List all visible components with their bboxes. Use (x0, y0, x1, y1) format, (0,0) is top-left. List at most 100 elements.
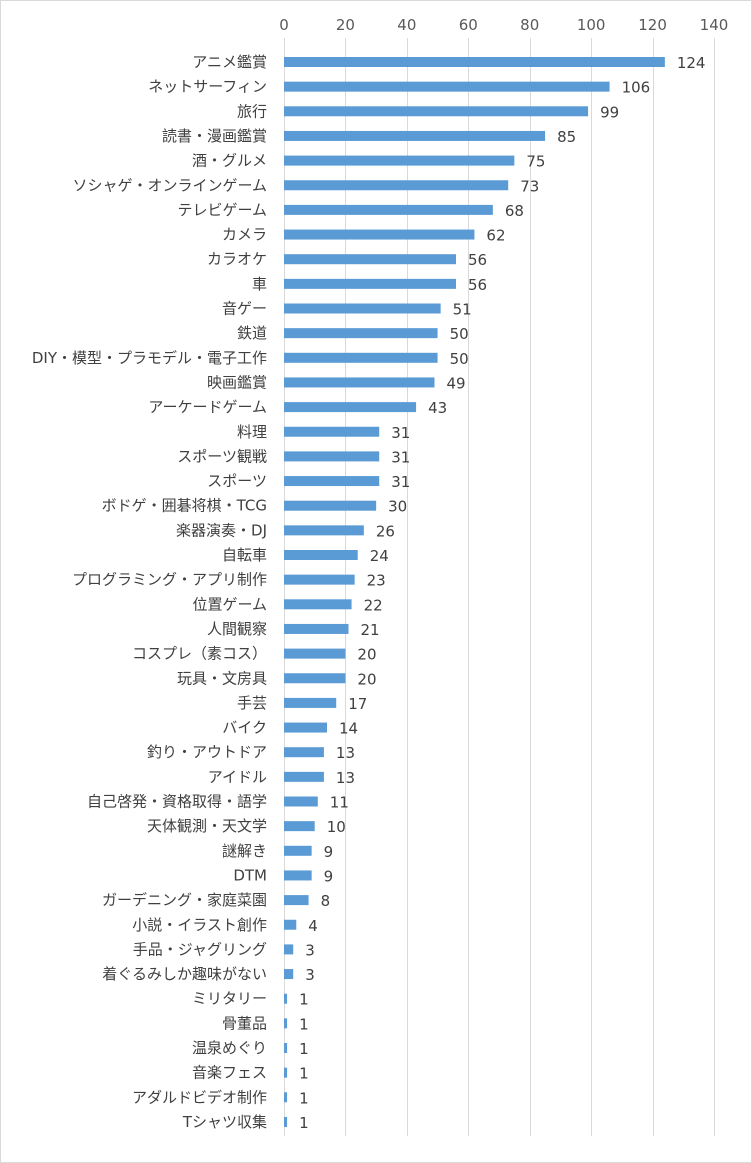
data-label: 1 (299, 1065, 309, 1083)
bar (284, 155, 515, 166)
category-label: アニメ鑑賞 (192, 53, 267, 71)
category-label: 天体観測・天文学 (147, 817, 267, 835)
data-label: 49 (447, 374, 466, 392)
category-label: 料理 (237, 423, 267, 441)
bar (284, 697, 337, 708)
data-label: 9 (324, 867, 334, 885)
data-label: 21 (361, 621, 380, 639)
category-label: ガーデニング・家庭菜園 (102, 891, 267, 909)
bars (284, 57, 665, 1127)
data-label: 56 (468, 251, 487, 269)
x-tick-label: 120 (638, 16, 667, 34)
category-label: コスプレ（素コス） (132, 645, 267, 663)
bar (284, 1116, 288, 1127)
bar (284, 574, 355, 585)
category-label: アダルドビデオ制作 (132, 1088, 267, 1106)
bar (284, 500, 377, 511)
category-label: カラオケ (207, 250, 267, 268)
category-label: 音ゲー (222, 300, 267, 318)
x-tick-label: 140 (700, 16, 729, 34)
data-label: 31 (391, 473, 410, 491)
category-label: 自転車 (222, 546, 267, 564)
category-label: 酒・グルメ (192, 152, 267, 170)
bar (284, 130, 546, 141)
category-label: 映画鑑賞 (207, 373, 267, 391)
bar (284, 870, 312, 881)
category-label: アイドル (208, 768, 267, 786)
data-label: 50 (450, 350, 469, 368)
data-label: 62 (486, 227, 505, 245)
bar (284, 402, 417, 413)
category-label: 手芸 (237, 694, 267, 712)
bar (284, 476, 380, 487)
bar (284, 919, 297, 930)
bar (284, 969, 294, 980)
category-label: ミリタリー (192, 990, 267, 1008)
category-label: テレビゲーム (177, 201, 267, 219)
data-label: 106 (622, 79, 651, 97)
bar (284, 845, 312, 856)
category-label: 車 (252, 275, 267, 293)
bar (284, 451, 380, 462)
data-label: 13 (336, 744, 355, 762)
data-label: 17 (348, 695, 367, 713)
data-labels: 1241069985757368625656515050494331313130… (299, 54, 705, 1132)
data-label: 1 (299, 991, 309, 1009)
x-tick-label: 100 (577, 16, 606, 34)
data-label: 99 (600, 103, 619, 121)
data-label: 75 (526, 153, 545, 171)
data-label: 51 (453, 301, 472, 319)
bar (284, 229, 475, 240)
bar (284, 722, 327, 733)
bar (284, 944, 294, 955)
data-label: 9 (324, 843, 334, 861)
category-label: DTM (233, 866, 267, 884)
data-label: 85 (557, 128, 576, 146)
data-label: 124 (677, 54, 706, 72)
category-label: DIY・模型・プラモデル・電子工作 (32, 349, 267, 367)
bar (284, 180, 509, 191)
bar (284, 328, 438, 339)
bar (284, 204, 493, 215)
data-label: 73 (520, 177, 539, 195)
bar (284, 623, 349, 634)
category-label: 旅行 (237, 102, 267, 120)
category-label: ソシャゲ・オンラインゲーム (72, 176, 267, 194)
data-label: 20 (357, 646, 376, 664)
bar (284, 426, 380, 437)
bar (284, 821, 315, 832)
data-label: 68 (505, 202, 524, 220)
bar (284, 377, 435, 388)
category-label: Tシャツ収集 (182, 1113, 267, 1131)
category-label: カメラ (222, 226, 267, 244)
category-label: 自己啓発・資格取得・語学 (87, 793, 267, 811)
category-label: 読書・漫画鑑賞 (162, 127, 267, 145)
bar (284, 106, 589, 117)
category-label: 人間観察 (207, 620, 267, 638)
bar (284, 1067, 288, 1078)
bar (284, 796, 318, 807)
gridlines (284, 38, 715, 1136)
bar (284, 895, 309, 906)
data-label: 3 (305, 941, 315, 959)
bar (284, 1018, 288, 1029)
category-label: 楽器演奏・DJ (176, 521, 267, 539)
bar (284, 993, 288, 1004)
category-labels: アニメ鑑賞ネットサーフィン旅行読書・漫画鑑賞酒・グルメソシャゲ・オンラインゲーム… (32, 53, 267, 1131)
category-label: 玩具・文房具 (177, 669, 267, 687)
category-label: アーケードゲーム (148, 398, 267, 416)
category-label: 手品・ジャグリング (133, 940, 267, 958)
bar (284, 747, 324, 758)
data-label: 1 (299, 1040, 309, 1058)
bar (284, 81, 610, 92)
x-tick-label: 0 (279, 16, 289, 34)
category-label: プログラミング・アプリ制作 (72, 571, 267, 589)
x-tick-label: 40 (397, 16, 416, 34)
bar (284, 303, 441, 314)
bar (284, 673, 346, 684)
data-label: 24 (370, 547, 389, 565)
category-label: 鉄道 (237, 324, 267, 342)
data-label: 20 (357, 670, 376, 688)
data-label: 56 (468, 276, 487, 294)
